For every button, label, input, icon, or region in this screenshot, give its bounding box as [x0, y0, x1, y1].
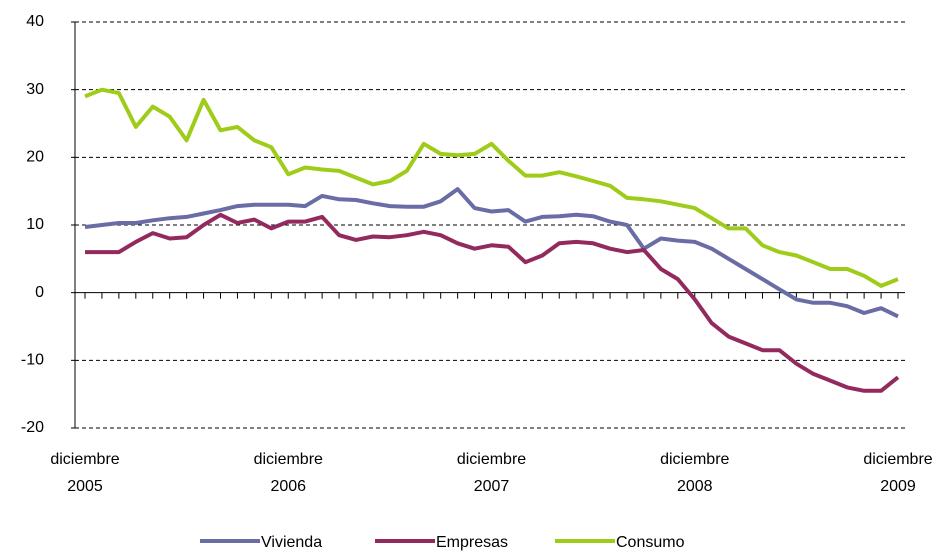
- y-tick-label: 30: [26, 81, 44, 98]
- x-tick-label: diciembre 2005: [50, 451, 120, 495]
- y-tick-label: 20: [26, 149, 44, 166]
- series-line: [84, 87, 899, 288]
- y-tick-label: -10: [21, 352, 44, 369]
- x-tick-label: diciembre 2006: [253, 451, 323, 495]
- x-tick-label: diciembre 2007: [456, 451, 527, 495]
- legend-label: Consumo: [616, 534, 685, 551]
- y-tick-label: -20: [21, 419, 44, 436]
- y-tick-label: 0: [35, 284, 44, 301]
- y-tick-label: 10: [26, 216, 44, 233]
- y-tick-label: 40: [26, 13, 44, 30]
- legend-label: Vivienda: [261, 534, 322, 551]
- x-tick-label: diciembre 2008: [660, 451, 730, 495]
- series-line: [85, 212, 900, 393]
- x-tick-label: diciembre 2009: [863, 451, 933, 495]
- legend-label: Empresas: [436, 534, 508, 551]
- series-line: [84, 187, 899, 319]
